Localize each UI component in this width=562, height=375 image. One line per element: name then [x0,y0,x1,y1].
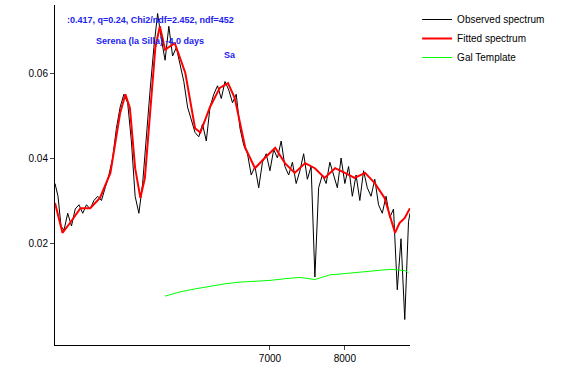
svg-text:Fitted spectrum: Fitted spectrum [457,33,526,44]
svg-text:0.02: 0.02 [29,238,49,249]
svg-text:Observed spectrum: Observed spectrum [457,14,544,25]
svg-text:Serena (la Silla) -4.0 days: Serena (la Silla) -4.0 days [96,36,204,46]
svg-text:8000: 8000 [334,353,357,364]
svg-text::0.417, q=0.24, Chi2/ndf=2.452: :0.417, q=0.24, Chi2/ndf=2.452, ndf=452 [67,15,234,25]
svg-text:Gal Template: Gal Template [457,52,516,63]
svg-text:Sa: Sa [224,50,236,60]
svg-text:0.04: 0.04 [29,153,49,164]
svg-text:7000: 7000 [259,353,282,364]
svg-text:0.06: 0.06 [29,68,49,79]
